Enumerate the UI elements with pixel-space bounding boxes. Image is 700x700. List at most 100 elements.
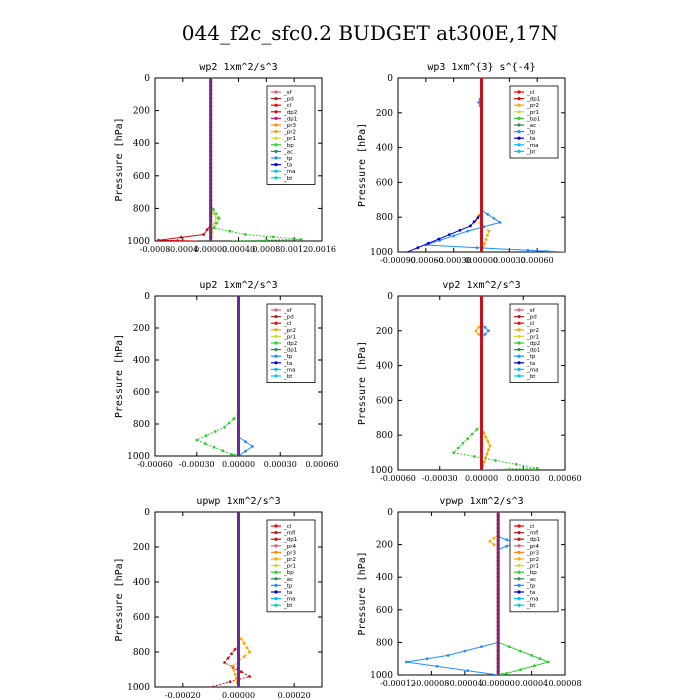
series-marker bbox=[446, 654, 450, 657]
legend: _sf_pd_cl_pr2_pr1_dp2_dp1_tp_ta_ma_bt bbox=[266, 303, 316, 383]
series-marker bbox=[264, 238, 268, 241]
legend-marker bbox=[274, 341, 278, 345]
y-tick-label: 200 bbox=[376, 109, 393, 119]
y-tick-label: 0 bbox=[144, 508, 150, 518]
y-tick-label: 1000 bbox=[370, 248, 393, 258]
legend-marker bbox=[274, 557, 278, 561]
legend-label: _ma bbox=[283, 597, 295, 603]
series-marker bbox=[519, 668, 522, 671]
series-marker bbox=[205, 228, 209, 232]
series-marker bbox=[244, 449, 247, 453]
legend-marker bbox=[517, 90, 521, 94]
series-marker bbox=[473, 455, 476, 458]
legend-marker bbox=[517, 531, 521, 535]
series-marker bbox=[447, 233, 451, 237]
legend-marker bbox=[517, 149, 521, 153]
legend-label: _pr2 bbox=[283, 557, 296, 563]
legend-marker bbox=[517, 348, 521, 352]
legend-label: _dp2 bbox=[283, 341, 297, 347]
legend-marker bbox=[274, 334, 278, 338]
legend-label: _pr1 bbox=[283, 136, 296, 142]
series-marker bbox=[485, 452, 489, 456]
legend-marker bbox=[274, 597, 278, 601]
y-axis-label: Pressure [hPa] bbox=[357, 341, 368, 425]
x-tick-label: -0.00020 bbox=[165, 691, 201, 700]
series-marker bbox=[233, 648, 237, 651]
y-tick-label: 800 bbox=[133, 204, 150, 214]
legend-marker bbox=[517, 597, 521, 601]
legend-marker bbox=[274, 564, 278, 568]
legend-marker bbox=[517, 564, 521, 568]
series-marker bbox=[469, 224, 472, 228]
series-marker bbox=[514, 462, 518, 466]
chart-panel-2: wp3 1xm^{3} s^{-4} Pressure [hPa] 0 200 400 6… bbox=[357, 62, 566, 265]
y-axis-label: Pressure [hPa] bbox=[114, 334, 125, 418]
legend-label: _bt bbox=[283, 603, 293, 609]
plot-frame bbox=[397, 511, 566, 676]
legend-label: _ta bbox=[283, 361, 292, 367]
legend-label: _sf bbox=[283, 308, 293, 314]
series-marker bbox=[228, 680, 232, 684]
legend-label: _pd bbox=[283, 97, 294, 103]
series-marker bbox=[488, 444, 492, 447]
series-marker bbox=[461, 441, 465, 445]
legend-marker bbox=[517, 603, 521, 607]
y-axis-label: Pressure [hPa] bbox=[357, 551, 368, 635]
series-marker bbox=[179, 235, 183, 239]
series-marker bbox=[466, 229, 469, 233]
y-tick-label: 1000 bbox=[370, 466, 393, 476]
legend-marker bbox=[517, 577, 521, 581]
legend-label: _dp1 bbox=[526, 537, 540, 543]
y-tick-label: 0 bbox=[387, 508, 393, 518]
legend-marker bbox=[274, 590, 278, 594]
legend-marker bbox=[517, 590, 521, 594]
legend-label: _dp1 bbox=[283, 116, 297, 122]
series-lines bbox=[210, 512, 252, 687]
y-tick-label: 400 bbox=[133, 139, 150, 149]
legend-label: _pr1 bbox=[526, 334, 539, 340]
legend-label: _pr2 bbox=[526, 557, 539, 563]
series-marker bbox=[492, 217, 496, 220]
series-marker bbox=[213, 221, 216, 225]
legend-marker bbox=[517, 97, 521, 101]
series-marker bbox=[245, 646, 249, 649]
x-tick-label: 0.00000 bbox=[482, 679, 515, 688]
chart-title: wp2 1xm^2/s^3 bbox=[199, 62, 277, 73]
legend-label: _ta bbox=[526, 361, 535, 367]
series-marker bbox=[248, 675, 252, 678]
series-marker bbox=[482, 460, 486, 464]
series-marker bbox=[212, 208, 215, 211]
series-marker bbox=[299, 238, 303, 241]
legend-marker bbox=[517, 557, 521, 561]
x-tick-label: 0.00060 bbox=[305, 460, 338, 469]
legend-label: _bt bbox=[526, 374, 536, 380]
legend-label: _cl bbox=[526, 524, 535, 530]
legend-label: _dp1 bbox=[526, 348, 540, 354]
x-tick-label: 0.00060 bbox=[548, 474, 581, 483]
legend-label: _tp bbox=[283, 156, 293, 162]
y-tick-label: 400 bbox=[376, 144, 393, 154]
y-tick-label: 800 bbox=[376, 638, 393, 648]
legend-marker bbox=[274, 176, 278, 180]
series-marker bbox=[519, 649, 522, 653]
series-marker bbox=[244, 440, 247, 443]
series-marker bbox=[230, 652, 233, 656]
legend-marker bbox=[274, 577, 278, 581]
legend-label: _sf bbox=[283, 90, 293, 96]
series-marker bbox=[483, 242, 486, 246]
series-marker bbox=[526, 248, 530, 252]
series-marker bbox=[546, 660, 550, 664]
legend-marker bbox=[274, 544, 278, 548]
series-marker bbox=[456, 446, 460, 450]
x-tick-label: 0.00030 bbox=[507, 474, 540, 483]
series-marker bbox=[221, 449, 225, 453]
x-tick-label: -0.00030 bbox=[422, 474, 458, 483]
series-marker bbox=[484, 435, 488, 439]
series-marker bbox=[463, 649, 467, 653]
legend-label: _pr3 bbox=[283, 123, 297, 129]
legend-label: _bp1 bbox=[526, 116, 540, 122]
series-marker bbox=[214, 212, 218, 216]
x-tick-label: 0.00030 bbox=[264, 460, 297, 469]
legend-marker bbox=[517, 524, 521, 528]
